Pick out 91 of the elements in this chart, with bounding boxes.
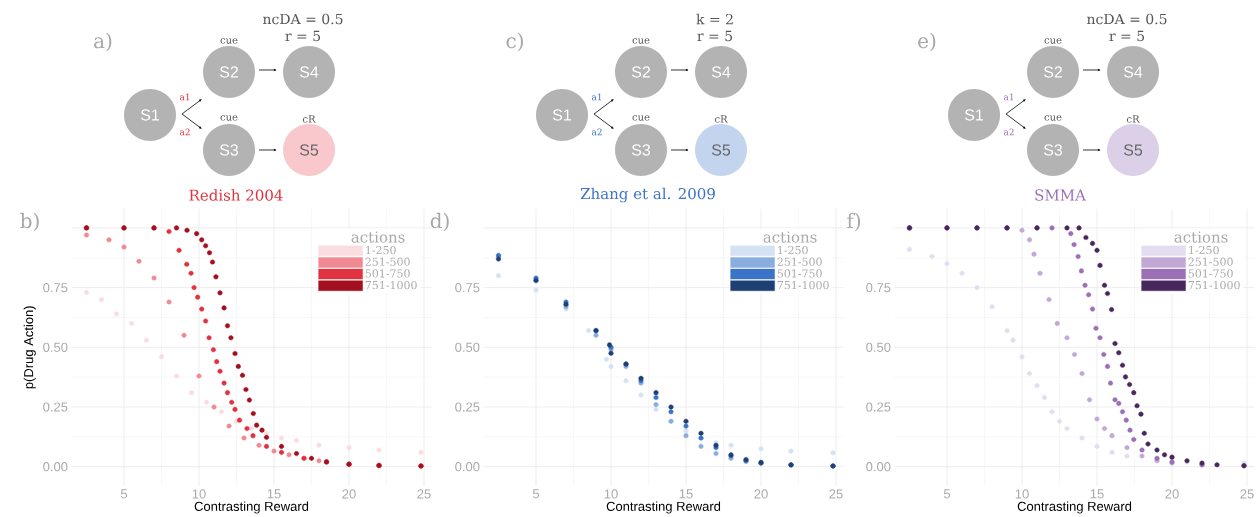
text: b) [20,212,39,232]
legend-label: 501-750 [777,269,822,278]
x-tick-label: 25 [1240,489,1254,499]
text: cue [1044,115,1062,121]
x-tick-label: 5 [120,489,128,499]
x-tick-label: 10 [1015,489,1029,499]
text: a) [94,32,112,52]
text: S5 [1123,144,1143,156]
y-tick-label: 0.00 [43,462,68,472]
y-tick-label: 0.75 [43,283,68,293]
legend-label: 1-250 [366,245,396,255]
legend-title: actions [763,231,817,243]
legend-title: actions [1174,231,1228,243]
text: f) [847,212,861,232]
legend-label: 251-500 [1188,257,1233,266]
x-tick-label: 20 [342,489,356,499]
y-tick-label: 0.50 [43,342,68,352]
y-tick-label: 0.00 [455,462,480,472]
text: S3 [631,144,651,156]
chart-title: SMMA [1035,189,1087,201]
text: a2 [179,128,190,136]
text: c) [506,32,523,52]
x-tick-label: 5 [532,489,540,499]
y-tick-label: 0.50 [866,342,891,352]
x-tick-label: 15 [1090,489,1104,499]
legend-title: actions [351,231,405,243]
text: a1 [179,93,190,101]
text: a1 [1003,93,1014,101]
text: r = 5 [1109,30,1145,42]
text: S5 [299,144,319,156]
text: cR [714,115,728,123]
x-axis-title: Contrasting Reward [606,501,721,514]
y-tick-label: 0.25 [43,402,68,412]
x-tick-label: 20 [754,489,768,499]
text: S2 [1043,66,1062,78]
text: S5 [711,144,731,156]
legend-label: 501-750 [1188,269,1233,278]
legend-label: 1-250 [1189,245,1219,255]
text: cue [632,38,650,44]
x-tick-label: 5 [943,489,951,499]
annotation: d) [430,212,449,232]
text: a2 [591,128,602,136]
x-tick-label: 25 [417,489,431,499]
x-axis-title: Contrasting Reward [194,501,309,514]
y-tick-label: 0.75 [866,283,891,293]
legend-label: 751-1000 [1188,280,1240,290]
x-tick-label: 20 [1165,489,1179,499]
text: cR [302,115,316,123]
legend-label: 1-250 [778,245,808,255]
chart-title: Redish 2004 [189,189,283,201]
text: S1 [964,109,984,121]
x-tick-label: 25 [829,489,843,499]
text: S1 [552,109,571,121]
chart-title: Zhang et al. 2009 [580,187,715,203]
text: S2 [219,66,238,78]
legend-label: 501-750 [365,269,410,278]
text: S4 [299,66,319,78]
x-tick-label: 10 [604,489,618,499]
text: S4 [1123,66,1143,78]
text: S1 [140,109,159,121]
x-tick-label: 15 [679,489,693,499]
text: ncDA = 0.5 [1086,13,1167,25]
text: a2 [1003,128,1014,136]
legend-label: 251-500 [365,257,410,266]
y-tick-label: 0.00 [866,462,891,472]
y-tick-label: 0.50 [455,342,480,352]
y-axis-title: p(Drug Action) [23,306,36,389]
legend-label: 751-1000 [365,280,417,290]
text: S2 [631,66,650,78]
text: a1 [591,93,602,101]
x-tick-label: 15 [267,489,281,499]
y-tick-label: 0.25 [455,402,480,412]
text: cue [632,115,650,121]
text: cue [1044,38,1062,44]
text: cue [220,115,238,121]
text: k = 2 [696,13,733,25]
text: ncDA = 0.5 [262,13,343,25]
y-tick-label: 0.75 [455,283,480,293]
x-tick-label: 10 [192,489,206,499]
x-axis-title: Contrasting Reward [1017,501,1132,514]
legend-label: 251-500 [777,257,822,266]
text: S3 [1043,144,1063,156]
text: cue [220,38,238,44]
text: r = 5 [697,30,733,42]
text: S4 [711,66,731,78]
text: r = 5 [285,30,321,42]
legend-label: 751-1000 [777,280,829,290]
text: e) [918,32,936,52]
y-tick-label: 0.25 [866,402,891,412]
text: cR [1126,115,1140,123]
text: S3 [219,144,239,156]
